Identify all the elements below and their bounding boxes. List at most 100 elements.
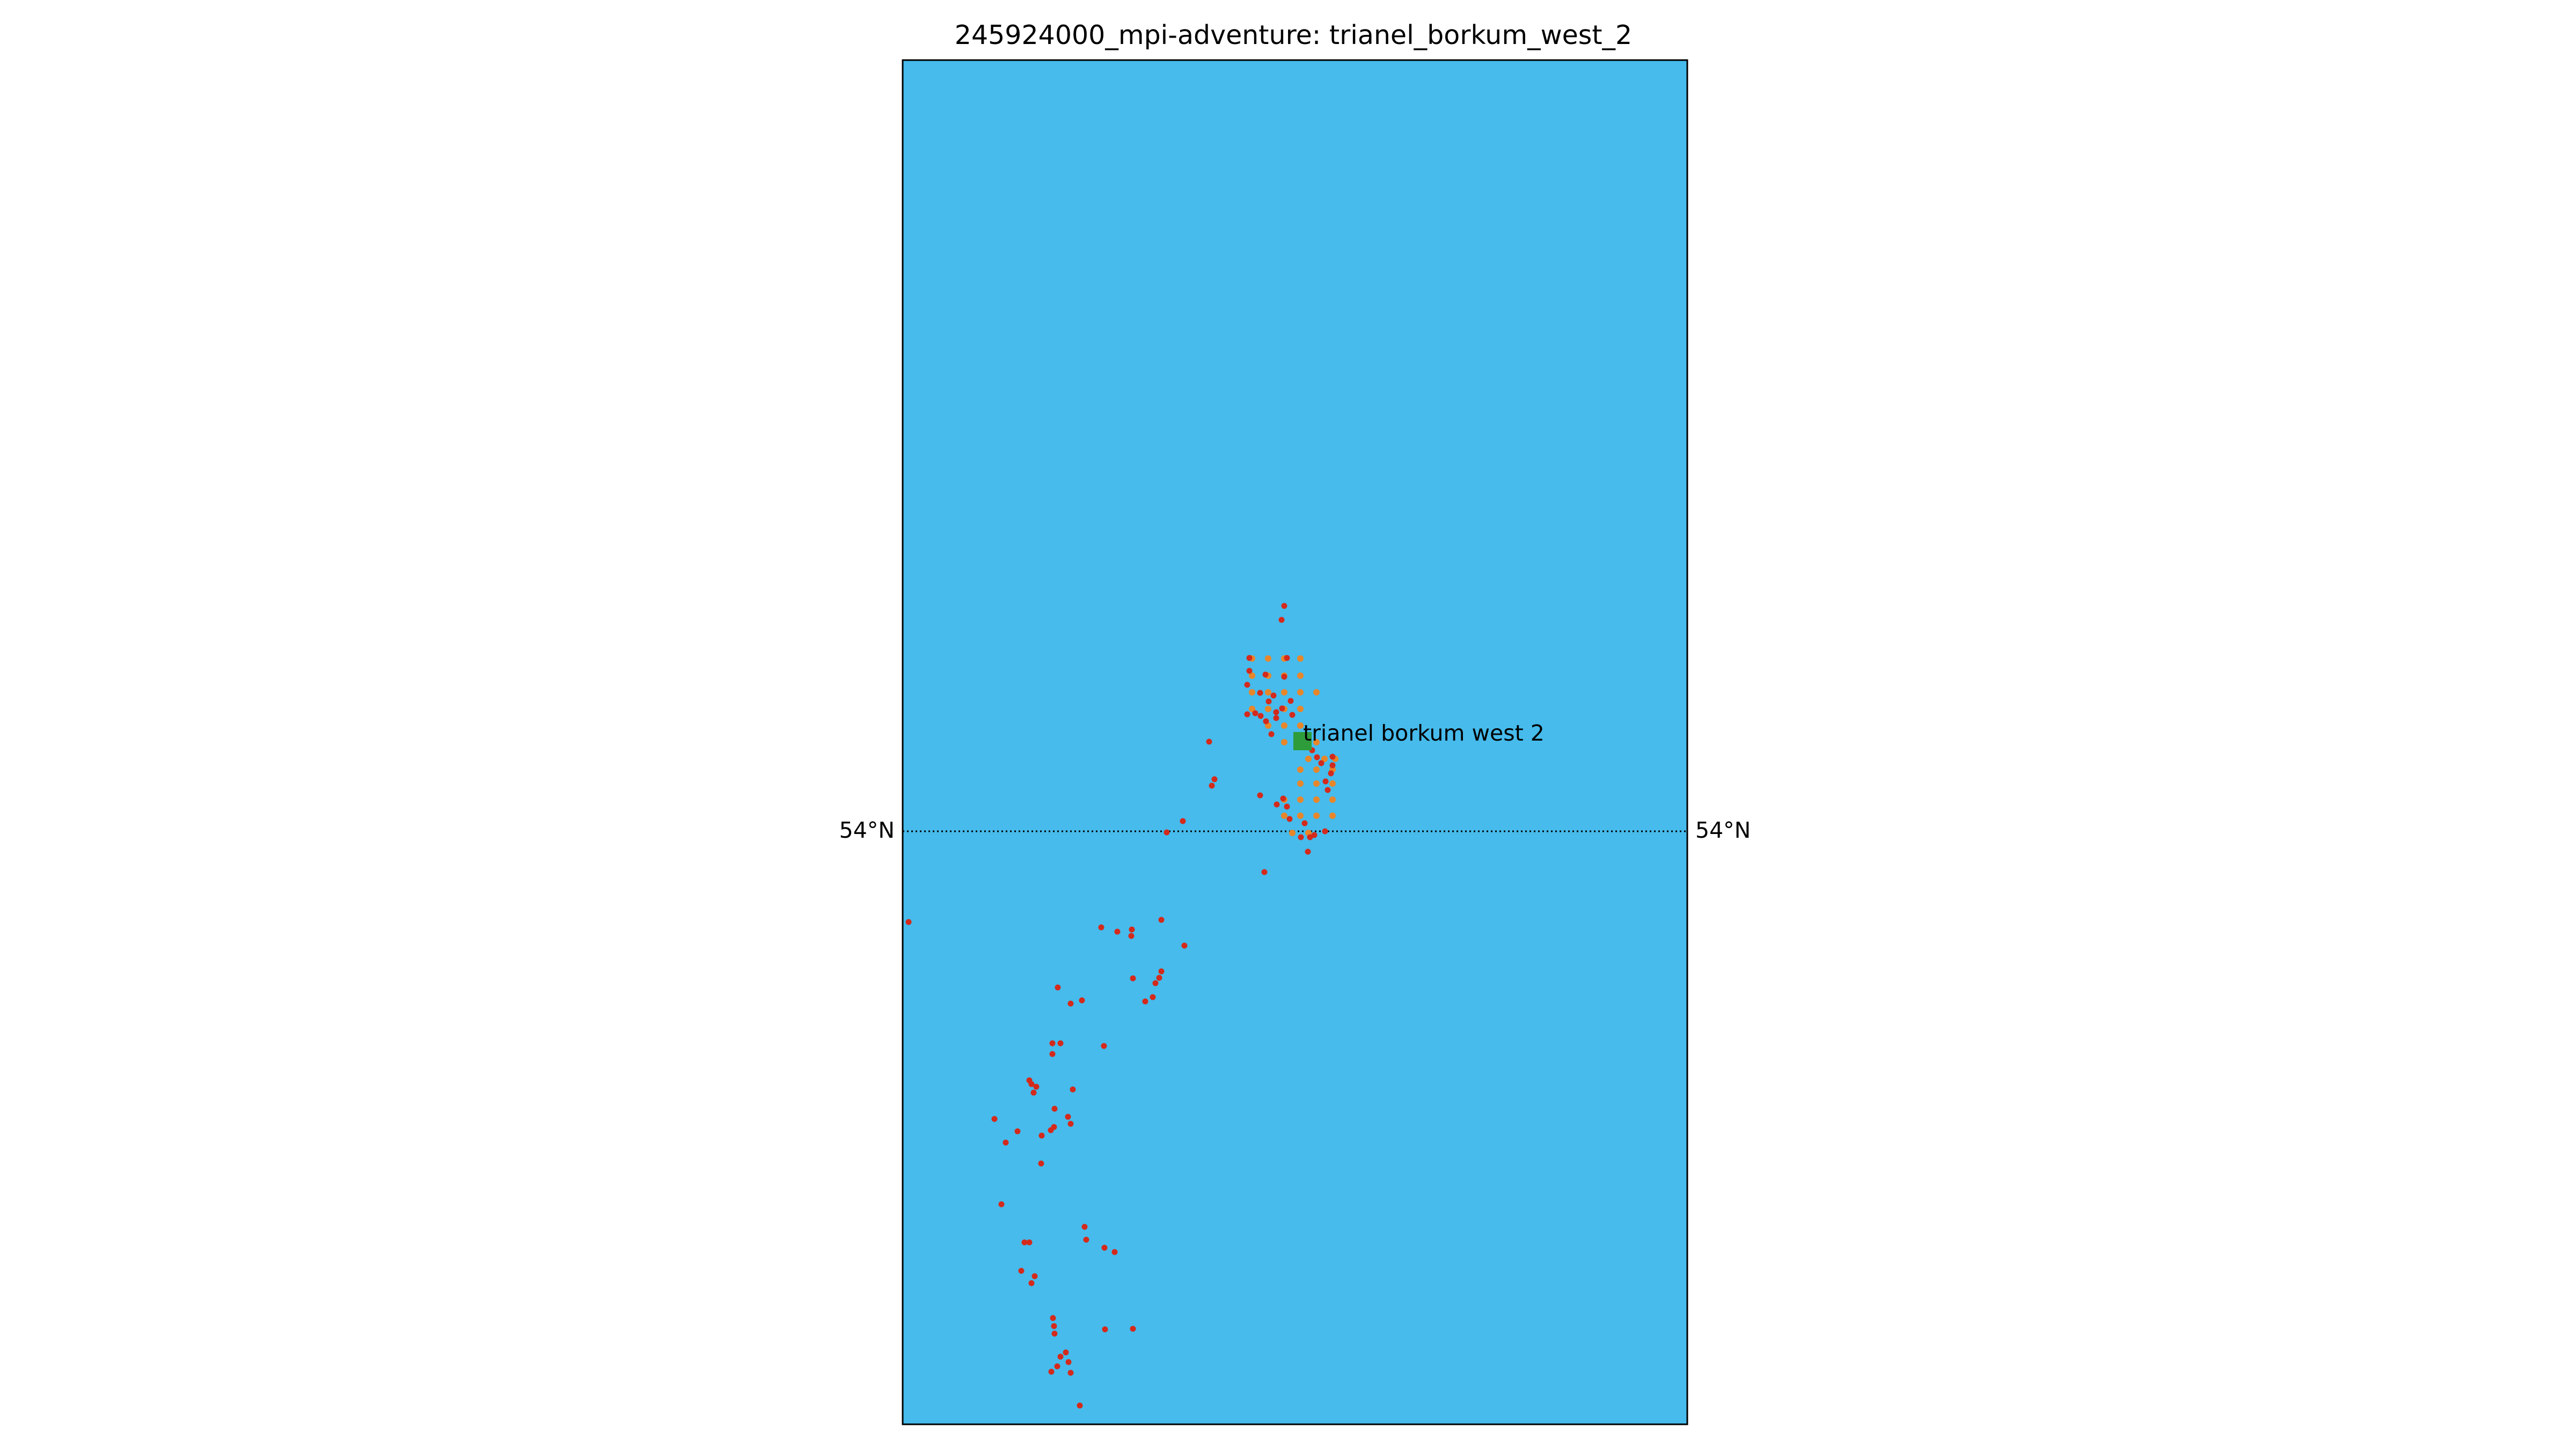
track-point <box>1021 1239 1028 1246</box>
track-point <box>1181 942 1188 949</box>
track-point <box>1054 1363 1060 1370</box>
map-title: 245924000_mpi-adventure: trianel_borkum_… <box>955 20 1632 50</box>
track-point <box>1284 803 1290 810</box>
track-point <box>1284 655 1290 661</box>
latitude-label-left: 54°N <box>839 817 895 843</box>
track-point <box>1328 770 1334 777</box>
track-point <box>1270 692 1277 699</box>
track-point <box>1057 1040 1064 1046</box>
square-marker <box>1293 732 1312 750</box>
turbine-point <box>1297 706 1304 712</box>
turbine-point <box>1297 655 1304 662</box>
track-point <box>1281 674 1287 680</box>
turbine-point <box>1297 813 1304 819</box>
track-point <box>1244 682 1250 688</box>
track-point <box>1261 869 1268 875</box>
turbine-point <box>1265 689 1271 696</box>
track-point <box>1246 655 1253 661</box>
turbine-point <box>1329 780 1336 787</box>
track-point <box>1152 980 1159 986</box>
track-point <box>1279 705 1285 712</box>
turbine-point <box>1329 813 1336 819</box>
turbine-point <box>1265 655 1271 662</box>
track-point <box>1067 1370 1074 1376</box>
track-point <box>1209 782 1215 789</box>
track-point <box>1077 1402 1083 1409</box>
track-point <box>1158 968 1165 975</box>
track-point <box>991 1116 998 1122</box>
track-point <box>1163 829 1170 836</box>
turbine-point <box>1297 796 1304 803</box>
track-point <box>1018 1268 1024 1274</box>
track-point <box>1244 711 1250 718</box>
track-point <box>1252 710 1258 716</box>
track-point <box>1038 1132 1045 1139</box>
vessel-track-points <box>905 603 1336 1409</box>
turbine-point <box>1281 689 1287 696</box>
turbine-point <box>1297 722 1304 729</box>
track-point <box>1030 1089 1037 1096</box>
track-point <box>1278 617 1285 623</box>
turbine-point <box>1305 756 1312 762</box>
track-point <box>1142 998 1148 1005</box>
track-point <box>1329 762 1336 769</box>
track-point <box>1048 1368 1055 1375</box>
turbine-point <box>1297 689 1304 696</box>
track-point <box>1298 834 1304 840</box>
track-point <box>1265 698 1272 705</box>
track-point <box>1281 603 1287 609</box>
track-point <box>1246 668 1253 674</box>
track-point <box>1098 924 1104 931</box>
track-point <box>1050 1315 1056 1321</box>
track-point <box>1101 1043 1107 1049</box>
track-point <box>1128 933 1135 939</box>
turbine-point <box>1313 796 1320 803</box>
turbine-point <box>1321 756 1328 762</box>
track-point <box>1318 760 1324 766</box>
track-point <box>1268 731 1275 737</box>
turbine-point <box>1249 689 1255 696</box>
track-point <box>1038 1160 1044 1167</box>
track-point <box>1322 828 1328 835</box>
track-point <box>1156 975 1162 981</box>
track-point <box>1002 1139 1009 1146</box>
track-point <box>1065 1114 1071 1120</box>
track-point <box>1305 848 1311 855</box>
track-point <box>1055 984 1061 991</box>
track-point <box>1048 1127 1054 1133</box>
track-point <box>1051 1106 1058 1112</box>
site-label: trianel borkum west 2 <box>1303 720 1545 746</box>
track-point <box>1033 1084 1040 1090</box>
track-point <box>1079 997 1085 1004</box>
track-point <box>1067 1121 1074 1127</box>
track-point <box>1257 792 1263 799</box>
track-point <box>1028 1081 1035 1087</box>
track-point <box>1130 975 1136 982</box>
track-point <box>1081 1224 1088 1230</box>
track-point <box>905 919 912 925</box>
turbine-point <box>1289 830 1296 836</box>
turbine-point <box>1329 796 1336 803</box>
track-point <box>1322 778 1329 785</box>
track-point <box>1314 754 1320 760</box>
track-point <box>1289 712 1296 718</box>
track-point <box>1063 1349 1069 1356</box>
turbine-point <box>1297 780 1304 787</box>
track-point <box>1262 671 1269 678</box>
track-point <box>1114 928 1121 935</box>
track-point <box>1101 1245 1108 1251</box>
turbine-point <box>1249 706 1255 712</box>
track-point <box>1028 1280 1035 1286</box>
track-point <box>1026 1239 1033 1246</box>
turbine-point <box>1313 739 1320 745</box>
track-point <box>1070 1086 1076 1093</box>
track-point <box>1273 709 1279 715</box>
track-point <box>1286 816 1293 822</box>
track-point <box>1257 690 1263 696</box>
turbine-point <box>1281 739 1287 745</box>
track-point <box>998 1201 1005 1208</box>
track-point <box>1049 1040 1056 1046</box>
track-point <box>1051 1330 1058 1337</box>
turbine-point <box>1249 672 1255 679</box>
track-point <box>1211 776 1218 782</box>
